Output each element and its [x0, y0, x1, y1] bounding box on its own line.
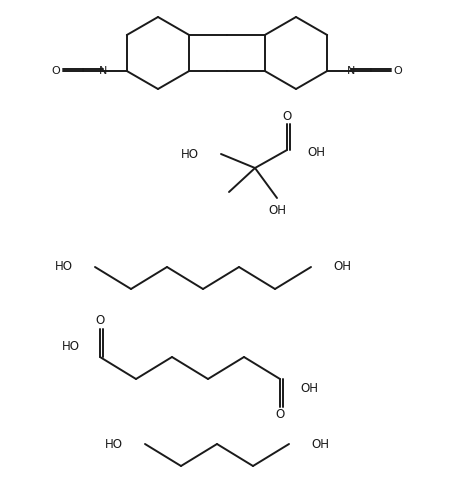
Text: O: O — [282, 110, 291, 123]
Text: OH: OH — [307, 147, 325, 159]
Text: HO: HO — [181, 148, 199, 160]
Text: OH: OH — [311, 438, 329, 450]
Text: N: N — [99, 66, 107, 76]
Text: OH: OH — [333, 260, 351, 274]
Text: O: O — [95, 314, 104, 328]
Text: HO: HO — [105, 438, 123, 450]
Text: OH: OH — [268, 203, 286, 216]
Text: N: N — [347, 66, 355, 76]
Text: O: O — [394, 66, 403, 76]
Text: HO: HO — [55, 260, 73, 274]
Text: HO: HO — [62, 341, 80, 353]
Text: O: O — [51, 66, 60, 76]
Text: OH: OH — [300, 383, 318, 396]
Text: O: O — [276, 408, 285, 422]
